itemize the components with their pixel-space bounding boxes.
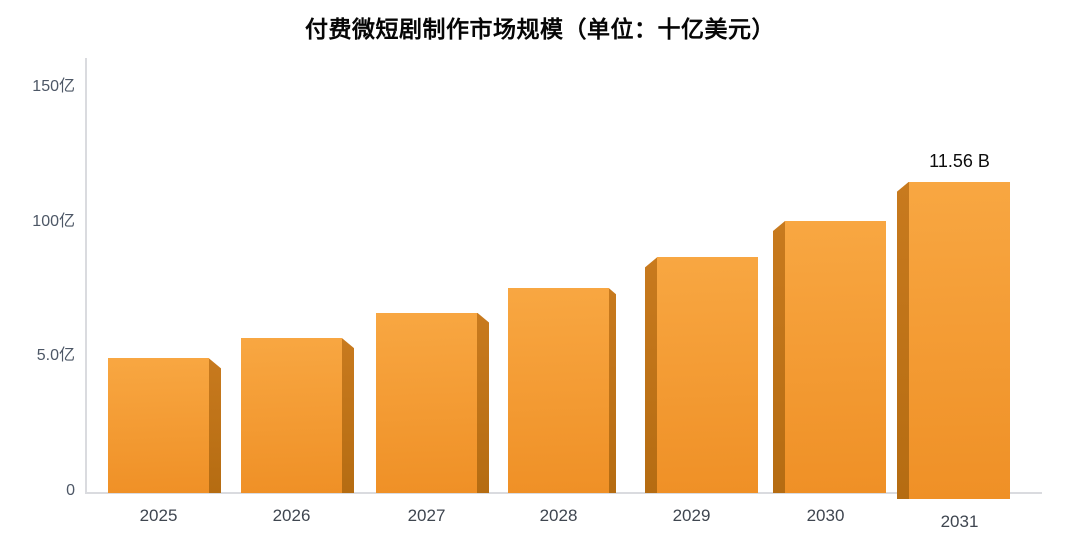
bar-front-face	[241, 338, 342, 493]
y-axis-line	[85, 58, 87, 494]
bar-front-face	[508, 288, 609, 493]
x-axis-line	[85, 492, 1042, 494]
bar-front-face	[657, 257, 758, 493]
bar-front-face	[785, 220, 886, 493]
bar-side-face	[897, 181, 909, 499]
bar-2026	[241, 338, 354, 493]
x-axis-label-2031: 2031	[940, 512, 979, 531]
bar-2025	[108, 358, 221, 493]
y-axis-tick-label: 100亿	[32, 212, 75, 230]
bar-front-face	[108, 358, 209, 493]
x-axis-label-2027: 2027	[407, 506, 446, 525]
x-axis-label-2026: 2026	[272, 506, 311, 525]
bar-side-face	[209, 358, 221, 493]
bar-2030	[773, 220, 886, 493]
bar-2031	[897, 181, 1010, 499]
y-axis-tick-label: 0	[66, 482, 75, 499]
bar-2027	[376, 312, 489, 493]
bar-value-label: 11.56 B	[929, 150, 990, 171]
bar-front-face	[909, 181, 1010, 499]
bar-side-face	[477, 312, 489, 493]
bar-2029	[645, 257, 758, 493]
bar-side-face	[342, 338, 354, 493]
y-axis-tick-label: 5.0亿	[36, 347, 75, 365]
bar-2028	[508, 288, 616, 493]
bar-side-face	[645, 257, 657, 493]
chart-title: 付费微短剧制作市场规模（单位：十亿美元）	[305, 16, 775, 42]
x-axis-label-2029: 2029	[672, 506, 711, 525]
x-axis-label-2025: 2025	[139, 506, 178, 525]
x-axis-label-2030: 2030	[806, 506, 845, 525]
bar-side-face	[773, 220, 785, 493]
bar-side-face	[609, 288, 616, 493]
bar-front-face	[376, 312, 477, 493]
x-axis-label-2028: 2028	[539, 506, 578, 525]
y-axis-tick-label: 150亿	[32, 78, 75, 95]
